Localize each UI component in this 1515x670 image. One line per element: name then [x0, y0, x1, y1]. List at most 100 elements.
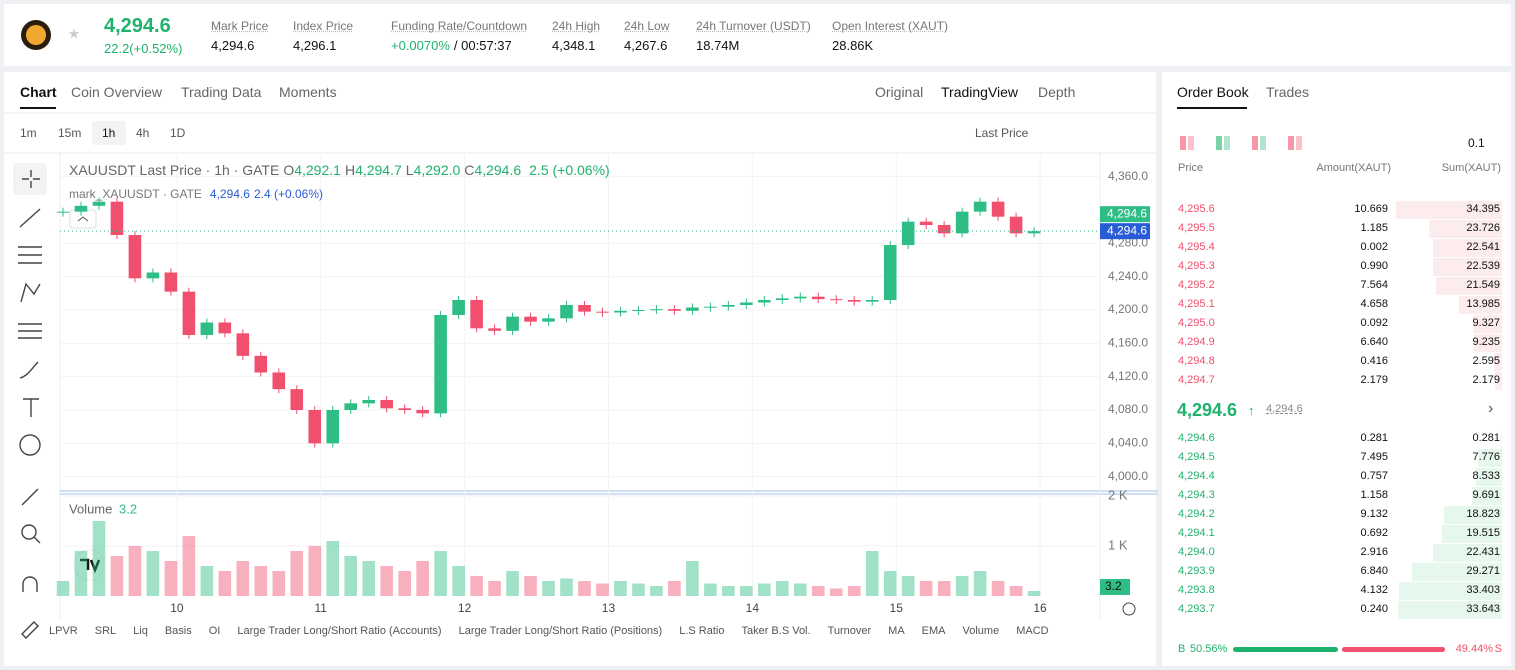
volume-bar: [1009, 586, 1023, 596]
depth-bar: [1472, 487, 1502, 505]
price-source[interactable]: Last Price: [975, 126, 1029, 140]
interval[interactable]: 1D: [170, 126, 186, 140]
volume-bar: [740, 586, 753, 596]
interval[interactable]: 1m: [20, 126, 37, 140]
legend-value: 4,294.7: [355, 162, 402, 178]
ob-amount: 7.564: [1360, 279, 1388, 291]
indicator[interactable]: SRL: [94, 625, 117, 637]
candle: [668, 309, 681, 311]
volume-bar: [650, 586, 663, 596]
ob-mode-icon[interactable]: [1180, 136, 1186, 150]
indicator[interactable]: EMA: [921, 625, 946, 637]
ob-amount: 0.002: [1360, 241, 1388, 253]
last-price: 4,294.6: [104, 15, 171, 37]
indicator[interactable]: Large Trader Long/Short Ratio (Positions…: [458, 625, 663, 637]
volume-bar: [254, 566, 268, 596]
y-tick-label: 4,040.0: [1108, 436, 1148, 450]
ob-tab[interactable]: Order Book: [1177, 84, 1249, 100]
volume-bar: [272, 571, 286, 596]
settings-icon[interactable]: [1122, 602, 1136, 616]
volume-badge-label: 3.2: [1105, 579, 1122, 593]
ob-price: 4,293.9: [1178, 565, 1215, 577]
candle: [74, 205, 88, 212]
interval[interactable]: 4h: [136, 126, 150, 140]
stat-value-text: +0.0070%: [391, 38, 450, 53]
ob-amount: 0.281: [1360, 432, 1388, 444]
ob-precision[interactable]: 0.1: [1468, 136, 1485, 150]
ob-mode-icon[interactable]: [1188, 136, 1194, 150]
legend-row: mark_XAUUSDT · GATE 4,294.6 2.4 (+0.06%): [69, 187, 323, 201]
ob-amount: 9.132: [1360, 508, 1388, 520]
indicator[interactable]: Liq: [133, 625, 148, 637]
ob-sum: 9.235: [1472, 336, 1500, 348]
chart-tab[interactable]: Coin Overview: [71, 84, 163, 100]
volume-bar: [686, 561, 699, 596]
volume-bar: [506, 571, 519, 596]
ob-mode-icon[interactable]: [1252, 136, 1258, 150]
candle: [650, 309, 663, 311]
candle: [1027, 231, 1041, 234]
stat-value: 4,267.6: [624, 38, 667, 53]
ob-price: 4,295.5: [1178, 222, 1215, 234]
depth-bar: [1441, 525, 1502, 543]
candle: [380, 400, 393, 409]
candle: [200, 322, 214, 335]
volume-bar: [991, 581, 1005, 596]
indicator[interactable]: Turnover: [827, 625, 872, 637]
indicator[interactable]: Large Trader Long/Short Ratio (Accounts): [237, 625, 442, 637]
candle: [218, 322, 232, 334]
ob-price: 4,295.4: [1178, 241, 1215, 253]
legend-title: XAUUSDT Last Price · 1h · GATE: [69, 162, 280, 178]
ob-mode-icon[interactable]: [1260, 136, 1266, 150]
volume-bar: [793, 583, 807, 596]
ob-mid-arrow: ↑: [1248, 403, 1255, 418]
indicator[interactable]: L.S Ratio: [679, 625, 725, 637]
view-tab[interactable]: Original: [875, 84, 924, 100]
x-tick-label: 10: [170, 601, 184, 615]
ob-amount: 0.240: [1360, 603, 1388, 615]
ob-mode-icon[interactable]: [1296, 136, 1302, 150]
volume-bar: [200, 566, 214, 596]
indicator[interactable]: Basis: [164, 625, 192, 637]
ob-amount: 7.495: [1360, 451, 1388, 463]
chart-tab[interactable]: Moments: [279, 84, 337, 100]
indicator[interactable]: MA: [888, 625, 905, 637]
ob-sum: 22.541: [1466, 241, 1500, 253]
x-tick-label: 16: [1033, 601, 1047, 615]
ob-sum: 13.985: [1466, 298, 1500, 310]
indicator[interactable]: MACD: [1016, 625, 1049, 637]
stat-value-text: 4,294.6: [211, 38, 255, 53]
depth-bar: [1478, 449, 1502, 467]
interval[interactable]: 15m: [58, 126, 82, 140]
candle: [847, 300, 861, 302]
indicator[interactable]: Taker B.S Vol.: [741, 625, 811, 637]
ob-mid-mark: 4,294.6: [1266, 403, 1303, 415]
candle: [452, 300, 465, 315]
tool-active[interactable]: [13, 163, 47, 195]
depth-bar: [1432, 544, 1502, 562]
ob-tab[interactable]: Trades: [1266, 84, 1310, 100]
indicator[interactable]: Volume: [962, 625, 1000, 637]
candle: [236, 333, 250, 356]
ob-price: 4,294.4: [1178, 470, 1215, 482]
ob-mode-icon[interactable]: [1224, 136, 1230, 150]
chart-tab[interactable]: Trading Data: [181, 84, 262, 100]
volume-bar: [722, 586, 735, 596]
ob-mode-icon[interactable]: [1288, 136, 1294, 150]
stat-value: 28.86K: [832, 38, 873, 53]
ob-mode-icon[interactable]: [1216, 136, 1222, 150]
volume-bar: [578, 581, 591, 596]
chart-tab[interactable]: Chart: [20, 84, 57, 100]
favorite-star[interactable]: ★: [68, 26, 81, 42]
view-tab[interactable]: Depth: [1038, 84, 1076, 100]
volume-bar: [416, 561, 429, 596]
indicator[interactable]: OI: [208, 625, 221, 637]
view-tab[interactable]: TradingView: [941, 84, 1019, 100]
volume-bar: [614, 581, 627, 596]
chart: ★ 4,000.0 4,040.0 4,080.0 4,120.0 4,160.0 4,2…: [4, 20, 1158, 639]
ob-sum: 9.691: [1472, 489, 1500, 501]
depth-bar: [1428, 220, 1502, 238]
indicator[interactable]: LPVR: [49, 625, 78, 637]
legend-key: C: [464, 162, 475, 178]
interval[interactable]: 1h: [102, 126, 116, 140]
